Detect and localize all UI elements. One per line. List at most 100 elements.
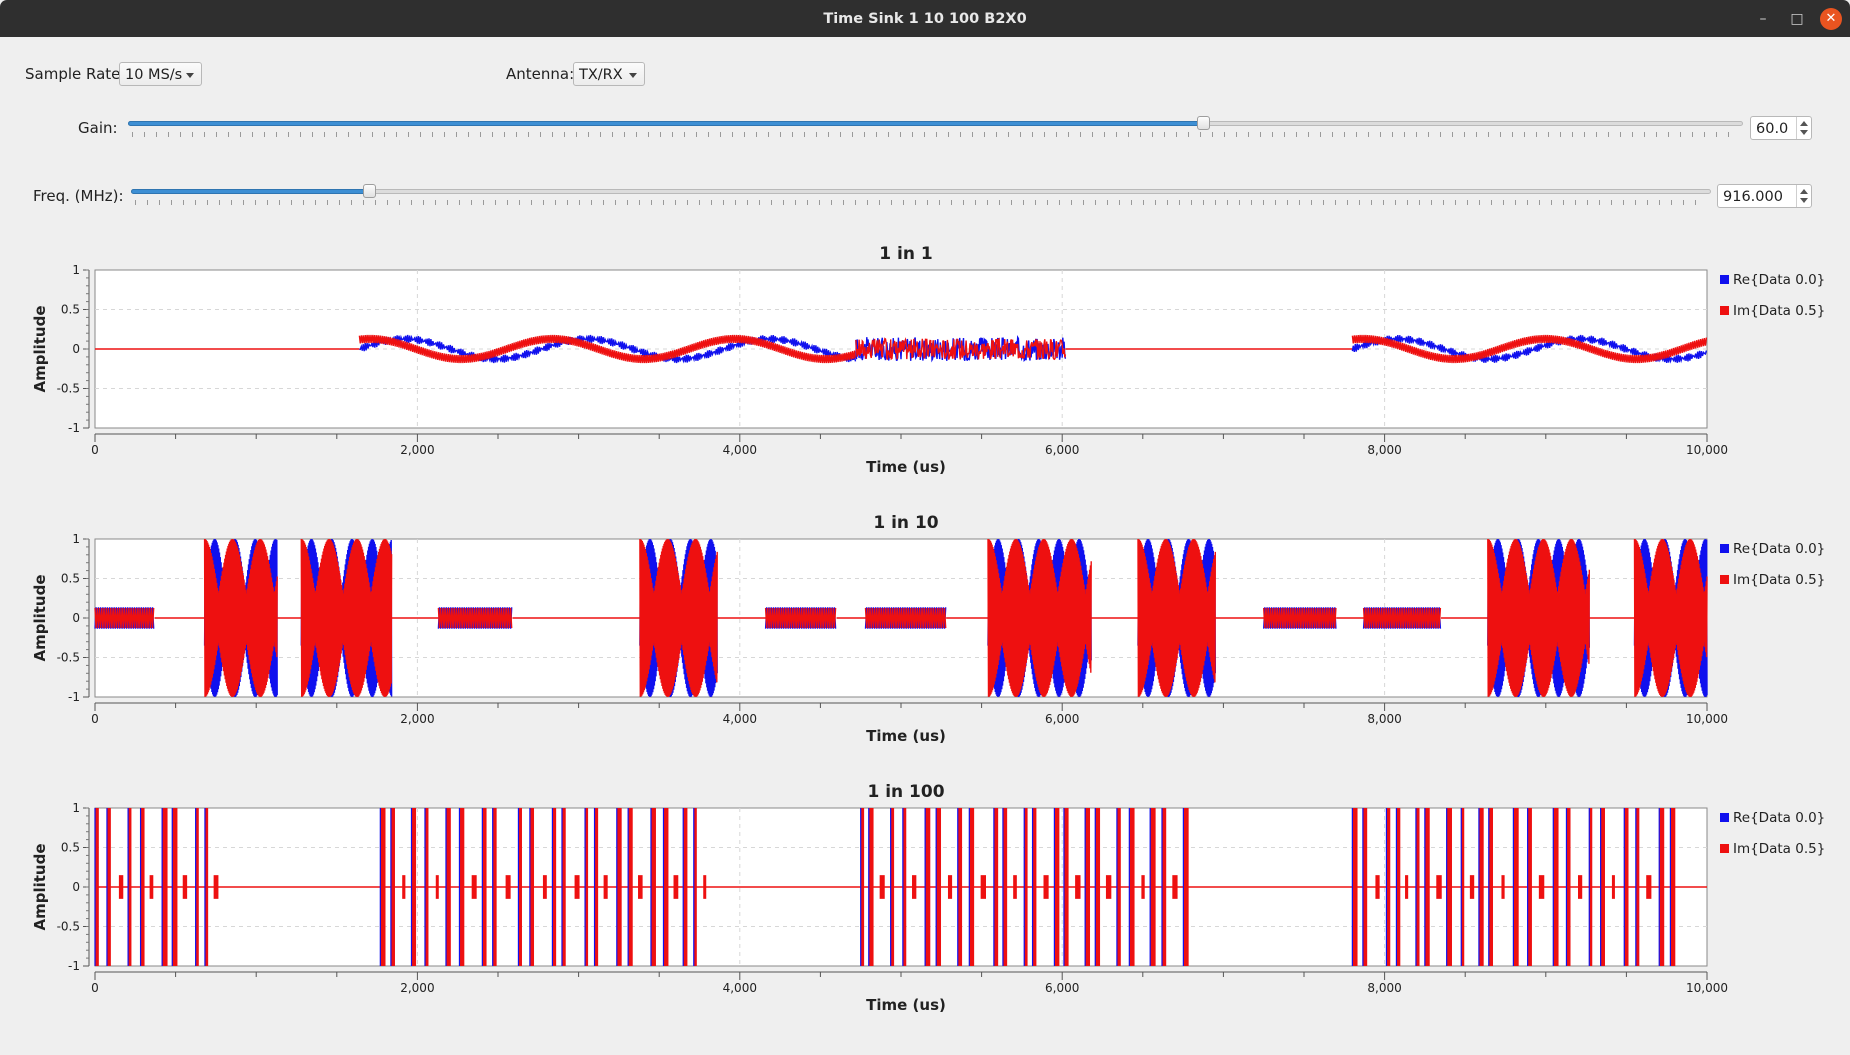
burst-block (1624, 808, 1629, 966)
plot-title: 1 in 1 (879, 244, 932, 264)
burst-block-small (1577, 875, 1583, 899)
burst-block-small (435, 875, 439, 899)
y-tick-label: -1 (68, 959, 80, 973)
legend-entry[interactable]: Re{Data 0.0} (1733, 810, 1825, 826)
burst-block (172, 808, 178, 966)
burst-block (1183, 808, 1189, 966)
minimize-icon[interactable]: – (1759, 11, 1767, 27)
burst-block-small (638, 875, 643, 899)
legend-swatch (1720, 306, 1729, 315)
burst-block-small (1141, 875, 1145, 899)
burst-block-small (879, 875, 885, 899)
chevron-down-icon (186, 73, 194, 78)
burst-block (1161, 808, 1167, 966)
burst-block-small (1538, 875, 1545, 899)
legend-swatch (1720, 275, 1729, 284)
x-tick-label: 10,000 (1686, 443, 1728, 457)
freq-slider-ticks (135, 200, 1707, 205)
legend-swatch (1720, 544, 1729, 553)
spin-up-icon[interactable] (1800, 121, 1808, 126)
burst-block (585, 808, 589, 966)
burst-im (987, 538, 1092, 698)
burst-block-small (1501, 875, 1505, 899)
burst-im (1487, 538, 1590, 698)
x-tick-label: 8,000 (1367, 981, 1401, 995)
legend-entry[interactable]: Im{Data 0.5} (1733, 841, 1825, 857)
burst-block-small (1646, 875, 1652, 899)
legend-entry[interactable]: Re{Data 0.0} (1733, 272, 1825, 288)
burst-block-small (402, 875, 406, 899)
burst-block (1527, 808, 1532, 966)
freq-slider[interactable] (131, 183, 1711, 205)
burst-im (1362, 607, 1442, 629)
plot-1: 1 in 1 1 0.5 0 -0.5 -1 0 2,000 4,000 6,000 8,000 10… (31, 244, 1825, 476)
gain-spinbox[interactable]: 60.0 (1750, 116, 1812, 140)
burst-block (390, 808, 395, 966)
spin-down-icon[interactable] (1800, 130, 1808, 135)
burst-block (616, 808, 622, 966)
plot-title: 1 in 100 (867, 782, 944, 802)
gain-slider[interactable] (128, 115, 1743, 137)
sample-rate-combo[interactable]: 10 MS/s (119, 62, 202, 86)
burst-block (1024, 808, 1028, 966)
burst-block (594, 808, 599, 966)
legend-entry[interactable]: Im{Data 0.5} (1733, 572, 1825, 588)
freq-value: 916.000 (1723, 189, 1783, 205)
x-tick-label: 10,000 (1686, 981, 1728, 995)
x-tick-label: 10,000 (1686, 712, 1728, 726)
y-tick-label: -1 (68, 690, 80, 704)
burst-block (1032, 808, 1037, 966)
y-tick-label: -0.5 (57, 651, 80, 665)
burst-im (94, 607, 155, 629)
burst-block (492, 808, 497, 966)
burst-block-small (1469, 875, 1475, 899)
legend-entry[interactable]: Re{Data 0.0} (1733, 541, 1825, 557)
window-title: Time Sink 1 10 100 B2X0 (823, 11, 1027, 27)
burst-block (529, 808, 535, 966)
burst-block-small (912, 875, 917, 899)
plot-2: 1 in 10 1 0.5 0 -0.5 -1 0 2,000 4,000 6,000 8,000 1… (31, 513, 1825, 745)
burst-block (957, 808, 963, 966)
x-tick-label: 0 (91, 981, 99, 995)
y-tick-label: 0.5 (61, 303, 80, 317)
burst-block-small (673, 875, 679, 899)
burst-block (868, 808, 874, 966)
burst-block (1002, 808, 1008, 966)
spin-down-icon[interactable] (1800, 198, 1808, 203)
freq-slider-handle[interactable] (363, 184, 376, 198)
burst-im (1263, 607, 1337, 629)
burst-block-small (542, 875, 547, 899)
burst-block (1659, 808, 1665, 966)
burst-block-small (182, 875, 188, 899)
burst-block (1352, 808, 1358, 966)
burst-im (764, 607, 837, 629)
legend-entry[interactable]: Im{Data 0.5} (1733, 303, 1825, 319)
x-tick-label: 6,000 (1045, 981, 1079, 995)
freq-spin-arrows[interactable] (1796, 185, 1811, 207)
sample-rate-value: 10 MS/s (125, 67, 183, 83)
burst-block (890, 808, 895, 966)
burst-im (1633, 538, 1708, 698)
freq-spinbox[interactable]: 916.000 (1717, 184, 1812, 208)
y-axis-label: Amplitude (31, 574, 49, 661)
burst-block-small (947, 875, 953, 899)
x-axis-label: Time (us) (866, 727, 946, 745)
burst-block (411, 808, 417, 966)
spin-up-icon[interactable] (1800, 189, 1808, 194)
x-tick-label: 6,000 (1045, 712, 1079, 726)
burst-block (380, 808, 386, 966)
burst-block-small (1043, 875, 1049, 899)
y-tick-label: 1 (72, 532, 80, 546)
burst-block (1513, 808, 1519, 966)
burst-block (993, 808, 999, 966)
burst-block-small (149, 875, 154, 899)
restore-icon[interactable]: □ (1790, 11, 1804, 27)
close-icon[interactable]: ✕ (1820, 8, 1842, 30)
y-tick-label: 0 (72, 611, 80, 625)
gain-slider-handle[interactable] (1197, 116, 1210, 130)
antenna-combo[interactable]: TX/RX (573, 62, 645, 86)
y-tick-label: 1 (72, 801, 80, 815)
burst-block-small (213, 875, 219, 899)
plot-title: 1 in 10 (873, 513, 938, 533)
gain-spin-arrows[interactable] (1796, 117, 1811, 139)
